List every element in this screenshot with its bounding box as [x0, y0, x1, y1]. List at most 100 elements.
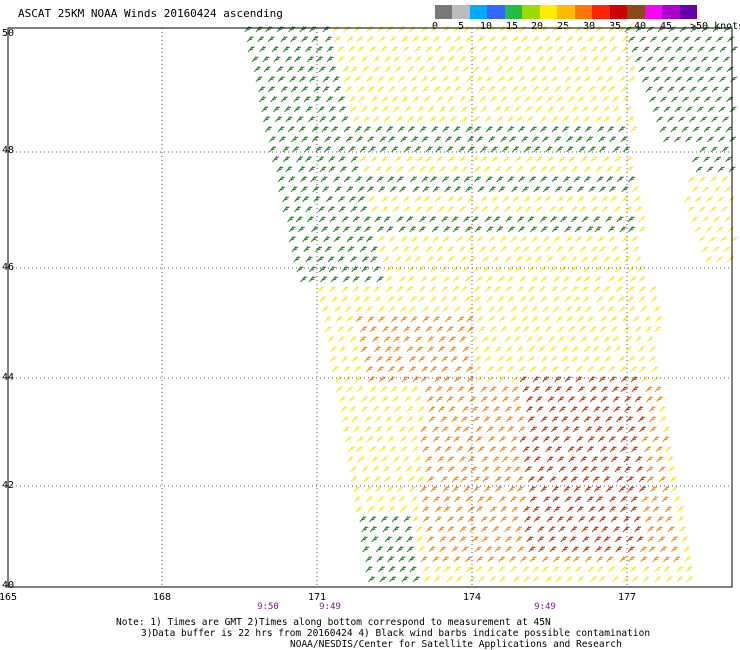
- wind-barb: [582, 476, 590, 483]
- wind-barb: [719, 46, 727, 53]
- wind-barb: [592, 476, 600, 483]
- wind-barb: [455, 506, 463, 513]
- wind-barb: [581, 256, 589, 263]
- wind-barb: [528, 296, 536, 303]
- wind-barb: [326, 96, 334, 103]
- wind-barb: [418, 66, 426, 73]
- wind-barb: [374, 166, 382, 173]
- wind-barb: [635, 456, 643, 463]
- wind-barb: [578, 516, 586, 523]
- wind-barb: [582, 356, 590, 363]
- wind-barb: [543, 316, 551, 323]
- wind-barb: [357, 456, 365, 463]
- wind-barb: [309, 76, 317, 83]
- wind-barb: [364, 426, 372, 433]
- wind-barb: [394, 156, 402, 163]
- wind-barb: [453, 26, 461, 33]
- wind-barb: [419, 166, 427, 173]
- wind-barb: [361, 396, 369, 403]
- wind-barb: [361, 56, 369, 63]
- wind-barb: [530, 426, 538, 433]
- wind-barb: [618, 486, 626, 493]
- wind-barb: [418, 226, 426, 233]
- wind-barb: [540, 276, 548, 283]
- wind-barb: [428, 406, 436, 413]
- wind-barb: [475, 436, 483, 443]
- wind-barb: [447, 246, 455, 253]
- wind-barb: [621, 186, 629, 193]
- wind-barb: [605, 426, 613, 433]
- wind-barb: [414, 56, 422, 63]
- wind-barb: [387, 556, 395, 563]
- wind-barb: [640, 306, 648, 313]
- wind-barb: [626, 476, 634, 483]
- wind-barb: [698, 206, 706, 213]
- wind-barb: [458, 146, 466, 153]
- wind-barb: [512, 196, 520, 203]
- wind-barb: [614, 536, 622, 543]
- wind-barb: [570, 266, 578, 273]
- wind-barb: [337, 326, 345, 333]
- wind-barb: [607, 126, 615, 133]
- wind-barb: [457, 326, 465, 333]
- wind-barb: [655, 316, 663, 323]
- wind-barb: [579, 396, 587, 403]
- wind-barb: [604, 546, 612, 553]
- wind-barb: [572, 556, 580, 563]
- wind-barb: [482, 266, 491, 273]
- wind-barb: [664, 46, 672, 53]
- wind-barb: [591, 56, 599, 63]
- wind-barb: [701, 246, 709, 253]
- wind-barb: [350, 66, 358, 73]
- wind-barb: [276, 26, 284, 33]
- wind-barb: [519, 296, 527, 303]
- wind-barb: [263, 66, 271, 73]
- legend-swatch: [644, 5, 663, 19]
- wind-barb: [564, 76, 572, 83]
- wind-barb: [453, 306, 461, 313]
- wind-barb: [604, 346, 612, 353]
- wind-barb: [596, 556, 604, 563]
- wind-barb: [296, 156, 304, 163]
- wind-barb: [646, 56, 654, 63]
- wind-barb: [604, 356, 612, 363]
- wind-barb: [565, 236, 573, 243]
- wind-barb: [516, 116, 524, 123]
- wind-barb: [443, 566, 451, 573]
- wind-barb: [507, 366, 515, 373]
- wind-barb: [446, 326, 454, 333]
- wind-barb: [683, 36, 691, 43]
- wind-barb: [486, 426, 494, 433]
- wind-barb: [378, 186, 386, 193]
- wind-barb: [455, 576, 463, 583]
- wind-barb: [574, 26, 583, 33]
- wind-barb: [540, 116, 548, 123]
- wind-barb: [504, 406, 512, 413]
- wind-barb: [711, 86, 719, 93]
- wind-barb: [419, 126, 427, 133]
- wind-barb: [564, 556, 572, 563]
- wind-barb: [428, 166, 436, 173]
- wind-barb: [388, 366, 396, 373]
- wind-barb: [520, 86, 528, 93]
- wind-barb: [642, 566, 650, 573]
- wind-barb: [359, 246, 367, 253]
- wind-barb: [465, 186, 473, 193]
- wind-barb: [509, 136, 517, 143]
- wind-barb: [422, 446, 430, 453]
- wind-barb: [541, 566, 549, 573]
- wind-barb: [546, 516, 554, 523]
- wind-barb: [605, 166, 613, 173]
- wind-barb: [430, 76, 438, 83]
- wind-barb: [317, 156, 325, 163]
- wind-barb: [628, 426, 636, 433]
- wind-barb: [462, 346, 470, 353]
- wind-barb: [650, 36, 658, 43]
- wind-barb: [284, 106, 292, 113]
- wind-barb: [557, 456, 565, 463]
- wind-barb: [609, 446, 617, 453]
- wind-barb: [520, 556, 528, 563]
- wind-barb: [591, 256, 599, 263]
- wind-barb: [293, 96, 301, 103]
- wind-barb: [511, 506, 519, 513]
